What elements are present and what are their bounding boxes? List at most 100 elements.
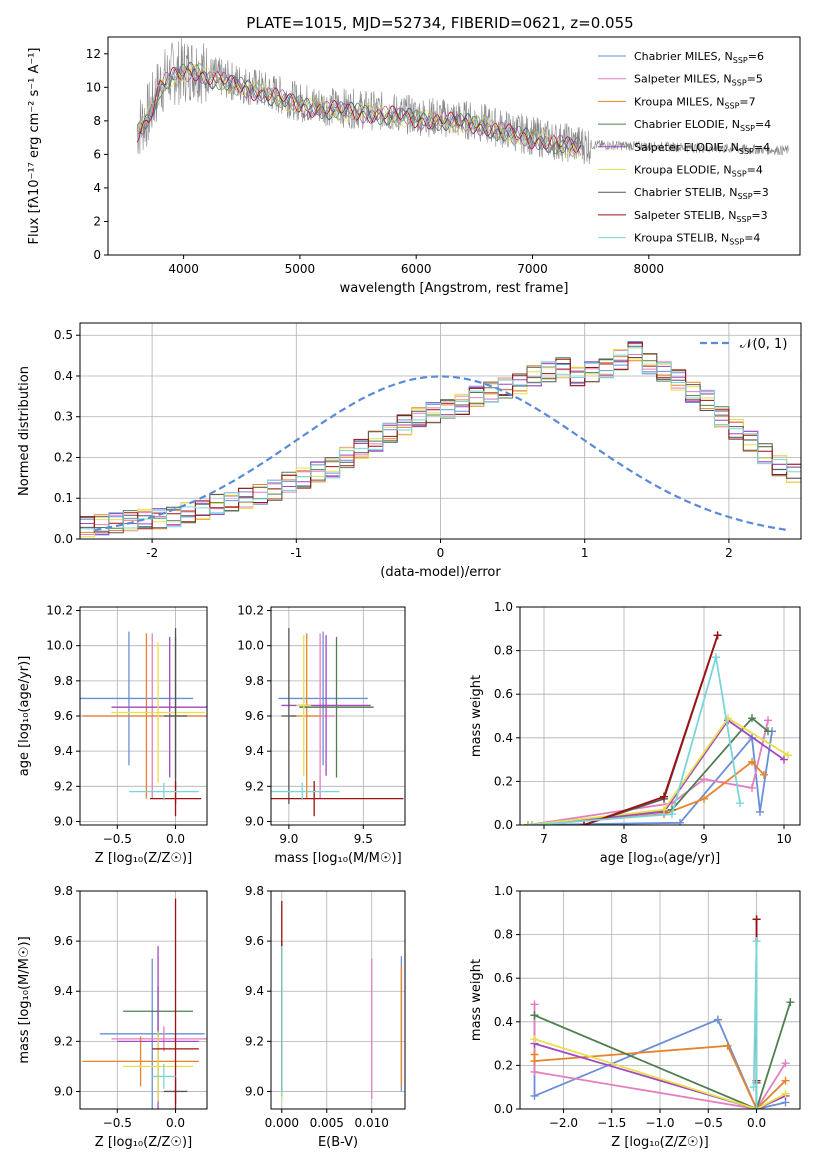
y-tick-label: 0.4 bbox=[494, 731, 513, 745]
y-axis-label: mass weight bbox=[469, 959, 484, 1041]
y-tick-label: 9.0 bbox=[54, 814, 73, 828]
y-axis-label: Normed distribution bbox=[17, 366, 32, 496]
y-tick-label: 0.4 bbox=[494, 1015, 513, 1029]
plot-area bbox=[281, 901, 403, 1099]
weight-series-line bbox=[527, 720, 769, 825]
plot-area bbox=[80, 341, 801, 538]
weight-point-marker bbox=[530, 1067, 539, 1076]
y-tick-label: 0.8 bbox=[494, 644, 513, 658]
x-axis-label: E(B-V) bbox=[318, 1135, 358, 1150]
y-tick-label: 9.8 bbox=[54, 884, 73, 898]
x-tick-label: 7 bbox=[540, 832, 548, 846]
x-axis-label: Z [log₁₀(Z/Z☉)] bbox=[95, 1135, 192, 1150]
weight-point-marker bbox=[668, 810, 676, 819]
chart-massweight_vs_Z: −2.0 −1.5 −1.0 −0.5 0.0 0.0 0.2 0.4 0.6 0.8 1.0 Z [… bbox=[469, 884, 801, 1150]
y-tick-label: 10.2 bbox=[237, 604, 264, 618]
legend: Chabrier MILES, NSSP=6 Salpeter MILES, NS… bbox=[598, 50, 771, 247]
y-tick-label: 0.6 bbox=[494, 687, 513, 701]
weight-point-marker bbox=[530, 1091, 539, 1100]
y-tick-label: 9.0 bbox=[54, 1084, 73, 1098]
x-tick-label: 7000 bbox=[517, 262, 548, 276]
y-tick-label: 0.1 bbox=[54, 491, 73, 505]
model-spectrum-line bbox=[136, 68, 582, 156]
weight-point-marker bbox=[786, 998, 795, 1007]
weight-point-marker bbox=[752, 915, 761, 924]
legend-label-sub: SSP bbox=[740, 124, 755, 133]
chart-age_vs_mass: 9.0 9.5 9.0 9.2 9.4 9.6 9.8 10.0 10.2 mass [log₁₀… bbox=[237, 604, 406, 866]
y-axis-label: age [log₁₀(age/yr)] bbox=[17, 656, 32, 777]
y-tick-label: 10.2 bbox=[46, 604, 73, 618]
legend-label-tail: =3 bbox=[751, 209, 767, 222]
x-tick-label: 6000 bbox=[401, 262, 432, 276]
legend-gaussian-label: 𝒩(0, 1) bbox=[740, 337, 787, 352]
legend-label: Salpeter STELIB, NSSP=3 bbox=[634, 209, 768, 224]
x-axis-label: wavelength [Angstrom, rest frame] bbox=[340, 281, 569, 296]
x-tick-label: 8 bbox=[620, 832, 628, 846]
x-tick-label: 0.010 bbox=[355, 1116, 389, 1130]
legend-label-sub: SSP bbox=[736, 215, 751, 224]
y-tick-label: 6 bbox=[93, 147, 101, 161]
y-tick-label: 9.4 bbox=[245, 984, 264, 998]
x-tick-label: -2 bbox=[146, 546, 158, 560]
weight-point-marker bbox=[752, 937, 761, 946]
y-tick-label: 9.6 bbox=[54, 934, 73, 948]
y-tick-label: 0.3 bbox=[54, 410, 73, 424]
legend-label: Kroupa STELIB, NSSP=4 bbox=[634, 232, 760, 247]
y-axis-label: mass weight bbox=[469, 675, 484, 757]
plot-area bbox=[82, 898, 207, 1109]
x-tick-label: −1.5 bbox=[597, 1116, 626, 1130]
axes-frame bbox=[270, 890, 406, 1110]
legend-label-tail: =4 bbox=[755, 118, 771, 131]
x-axis-label: age [log₁₀(age/yr)] bbox=[600, 851, 721, 866]
plot-area bbox=[271, 628, 404, 817]
weight-point-marker bbox=[528, 821, 536, 825]
weight-series-line bbox=[527, 719, 785, 825]
y-tick-label: 9.0 bbox=[245, 814, 264, 828]
chart-mass_vs_Z: −0.5 0.0 9.0 9.2 9.4 9.6 9.8 Z [log₁₀(Z/Z☉)] mas… bbox=[17, 884, 208, 1150]
y-tick-label: 9.6 bbox=[54, 709, 73, 723]
weight-point-marker bbox=[530, 1057, 539, 1066]
plot-area bbox=[80, 628, 207, 817]
y-tick-label: 0.2 bbox=[54, 450, 73, 464]
weight-point-marker bbox=[530, 1000, 539, 1009]
y-tick-label: 10.0 bbox=[237, 639, 264, 653]
weight-series-line bbox=[527, 716, 789, 825]
legend-label-sub: SSP bbox=[732, 79, 747, 88]
weight-point-marker bbox=[781, 1059, 790, 1068]
weight-point-marker bbox=[748, 757, 756, 766]
model-spectrum-line bbox=[136, 63, 582, 154]
x-tick-label: 10 bbox=[776, 832, 791, 846]
legend-label-sub: SSP bbox=[733, 56, 748, 65]
plot-area bbox=[530, 915, 795, 1109]
plot-area bbox=[136, 38, 789, 165]
x-tick-label: 0.0 bbox=[166, 832, 185, 846]
weight-point-marker bbox=[749, 1083, 758, 1092]
y-tick-label: 0.0 bbox=[494, 1102, 513, 1116]
y-tick-label: 9.8 bbox=[245, 884, 264, 898]
weight-point-marker bbox=[700, 794, 708, 803]
weight-point-marker bbox=[660, 805, 668, 814]
weight-point-marker bbox=[530, 1011, 539, 1020]
y-tick-label: 9.2 bbox=[54, 779, 73, 793]
y-tick-label: 10.0 bbox=[46, 639, 73, 653]
legend-label: Chabrier STELIB, NSSP=3 bbox=[634, 186, 769, 201]
chart-massweight_vs_age: 7 8 9 10 0.0 0.2 0.4 0.6 0.8 1.0 age [log₁₀(age/yr… bbox=[469, 600, 801, 866]
histogram-step bbox=[80, 347, 801, 532]
x-axis-label: Z [log₁₀(Z/Z☉)] bbox=[95, 851, 192, 866]
plot-area bbox=[524, 631, 792, 825]
x-tick-label: 1 bbox=[581, 546, 589, 560]
y-axis-label: Flux [fλ10⁻¹⁷ erg cm⁻² s⁻¹ A⁻¹] bbox=[27, 48, 42, 245]
model-spectrum-line bbox=[136, 66, 582, 153]
chart-age_vs_Z: −0.5 0.0 9.0 9.2 9.4 9.6 9.8 10.0 10.2 Z [log₁₀(Z… bbox=[17, 604, 208, 866]
weight-series-line bbox=[527, 716, 769, 825]
y-tick-label: 9.6 bbox=[245, 709, 264, 723]
y-tick-label: 0.6 bbox=[494, 971, 513, 985]
x-tick-label: 5000 bbox=[285, 262, 316, 276]
legend-label: Kroupa ELODIE, NSSP=4 bbox=[634, 164, 763, 179]
gaussian-curve bbox=[94, 375, 787, 531]
x-tick-label: 9 bbox=[700, 832, 708, 846]
y-tick-label: 9.2 bbox=[245, 1034, 264, 1048]
x-tick-label: 9.0 bbox=[279, 832, 298, 846]
legend-label-tail: =4 bbox=[747, 164, 763, 177]
